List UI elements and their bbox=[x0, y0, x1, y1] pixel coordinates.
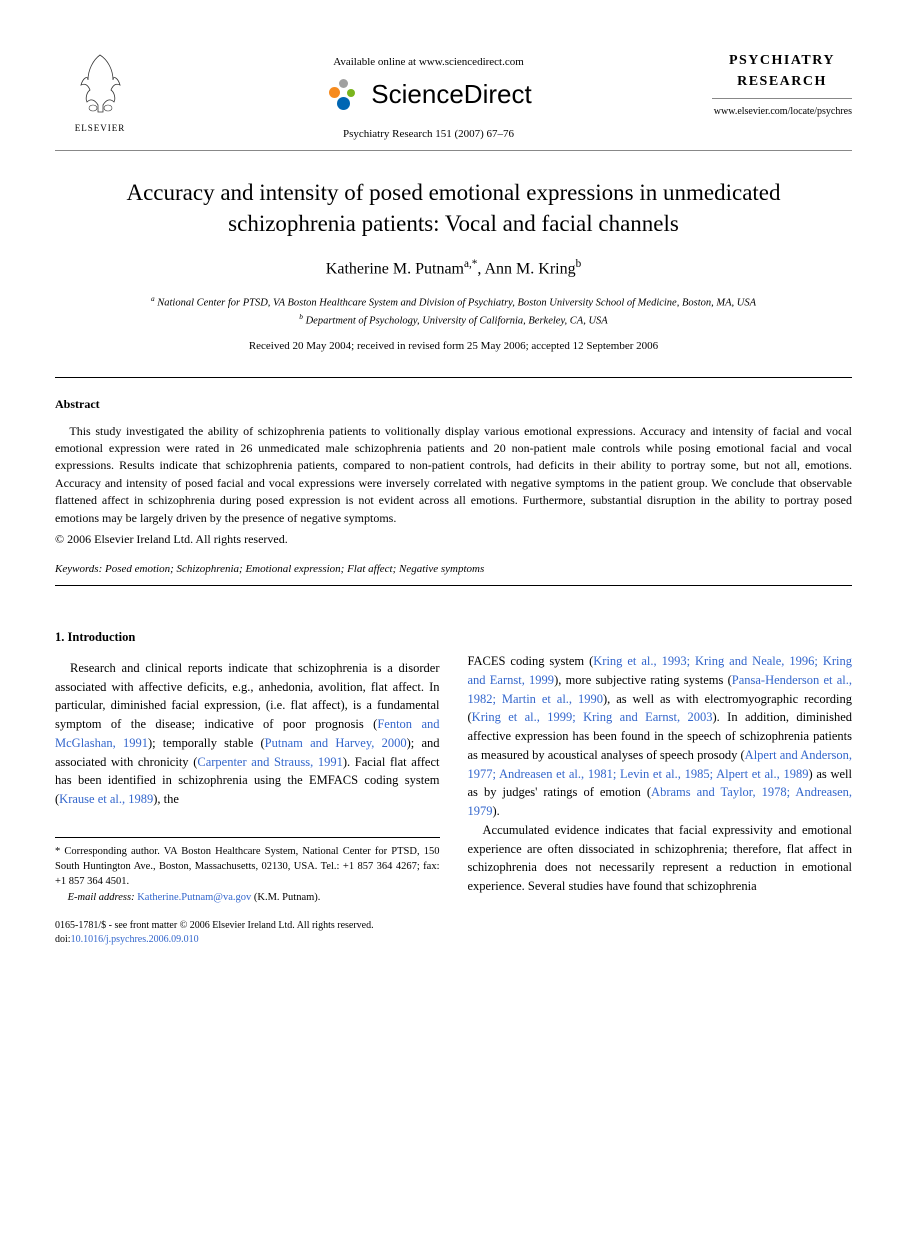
intro-paragraph-2: Accumulated evidence indicates that faci… bbox=[468, 821, 853, 896]
author-2: Ann M. Kring bbox=[484, 261, 575, 278]
intro-paragraph-1-cont: FACES coding system (Kring et al., 1993;… bbox=[468, 652, 853, 821]
sciencedirect-icon bbox=[325, 77, 361, 113]
ref-carpenter[interactable]: Carpenter and Strauss, 1991 bbox=[197, 755, 343, 769]
page-footer: 0165-1781/$ - see front matter © 2006 El… bbox=[55, 919, 852, 947]
journal-title-line1: PSYCHIATRY bbox=[712, 50, 852, 71]
email-label: E-mail address: bbox=[68, 892, 135, 903]
body-columns: 1. Introduction Research and clinical re… bbox=[55, 604, 852, 905]
ref-kring-emg[interactable]: Kring et al., 1999; Kring and Earnst, 20… bbox=[472, 710, 713, 724]
abstract-top-divider bbox=[55, 377, 852, 378]
right-column: FACES coding system (Kring et al., 1993;… bbox=[468, 604, 853, 905]
abstract-bottom-divider bbox=[55, 585, 852, 586]
abstract-heading: Abstract bbox=[55, 396, 852, 413]
author-1: Katherine M. Putnam bbox=[326, 261, 464, 278]
citation-line: Psychiatry Research 151 (2007) 67–76 bbox=[145, 127, 712, 142]
corresponding-text: * Corresponding author. VA Boston Health… bbox=[55, 844, 440, 890]
sciencedirect-text: ScienceDirect bbox=[371, 76, 531, 112]
author-email[interactable]: Katherine.Putnam@va.gov bbox=[137, 892, 251, 903]
journal-title-line2: RESEARCH bbox=[712, 71, 852, 92]
corresponding-author-footnote: * Corresponding author. VA Boston Health… bbox=[55, 837, 440, 905]
author-2-sup: b bbox=[576, 258, 582, 270]
abstract-copyright: © 2006 Elsevier Ireland Ltd. All rights … bbox=[55, 531, 852, 548]
sciencedirect-logo: ScienceDirect bbox=[145, 76, 712, 112]
section-1-heading: 1. Introduction bbox=[55, 628, 440, 647]
article-dates: Received 20 May 2004; received in revise… bbox=[55, 339, 852, 354]
authors-line: Katherine M. Putnama,*, Ann M. Kringb bbox=[55, 257, 852, 281]
available-online-text: Available online at www.sciencedirect.co… bbox=[145, 55, 712, 70]
author-1-sup: a,* bbox=[464, 258, 477, 270]
intro-paragraph-1: Research and clinical reports indicate t… bbox=[55, 659, 440, 809]
front-matter-line: 0165-1781/$ - see front matter © 2006 El… bbox=[55, 919, 852, 933]
article-title: Accuracy and intensity of posed emotiona… bbox=[75, 177, 832, 239]
center-header: Available online at www.sciencedirect.co… bbox=[145, 50, 712, 142]
email-name: (K.M. Putnam). bbox=[254, 892, 321, 903]
journal-url: www.elsevier.com/locate/psychres bbox=[712, 105, 852, 119]
affiliation-a: National Center for PTSD, VA Boston Heal… bbox=[157, 297, 756, 308]
journal-title-block: PSYCHIATRY RESEARCH www.elsevier.com/loc… bbox=[712, 50, 852, 119]
publisher-logo-block: ELSEVIER bbox=[55, 50, 145, 135]
header-divider bbox=[55, 150, 852, 151]
affiliations: a National Center for PTSD, VA Boston He… bbox=[55, 293, 852, 330]
keywords-text: Posed emotion; Schizophrenia; Emotional … bbox=[105, 563, 484, 575]
doi-link[interactable]: 10.1016/j.psychres.2006.09.010 bbox=[71, 934, 199, 945]
ref-putnam[interactable]: Putnam and Harvey, 2000 bbox=[265, 736, 407, 750]
abstract-body: This study investigated the ability of s… bbox=[55, 423, 852, 527]
page-header: ELSEVIER Available online at www.science… bbox=[55, 50, 852, 142]
affiliation-b: Department of Psychology, University of … bbox=[306, 316, 608, 327]
publisher-name: ELSEVIER bbox=[55, 122, 145, 135]
ref-krause[interactable]: Krause et al., 1989 bbox=[59, 792, 153, 806]
elsevier-tree-icon bbox=[73, 50, 128, 115]
doi-label: doi: bbox=[55, 934, 71, 945]
left-column: 1. Introduction Research and clinical re… bbox=[55, 604, 440, 905]
keywords-label: Keywords: bbox=[55, 563, 102, 575]
keywords-line: Keywords: Posed emotion; Schizophrenia; … bbox=[55, 562, 852, 577]
